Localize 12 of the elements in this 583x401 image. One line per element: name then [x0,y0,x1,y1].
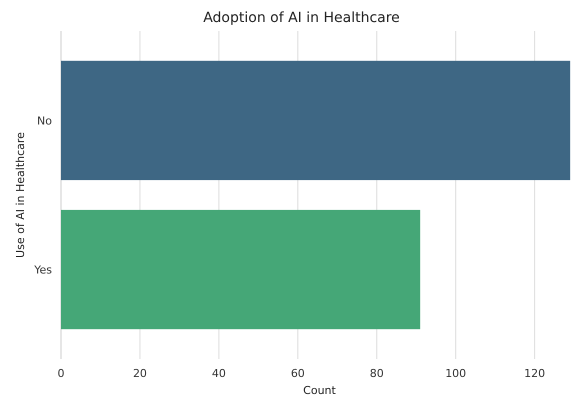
y-axis-title: Use of AI in Healthcare [14,132,27,258]
x-tick-label: 40 [212,367,226,380]
x-tick-label: 20 [132,367,147,380]
chart-title: Adoption of AI in Healthcare [203,10,400,26]
x-axis-title: Count [303,384,337,397]
x-tick-label: 0 [58,367,64,380]
y-tick-label: Yes [33,263,52,276]
x-tick-label: 120 [524,367,546,380]
x-tick-label: 60 [290,367,305,380]
x-tick-label: 80 [370,367,384,380]
y-tick-label: No [37,114,52,128]
x-tick-label: 100 [445,367,466,380]
